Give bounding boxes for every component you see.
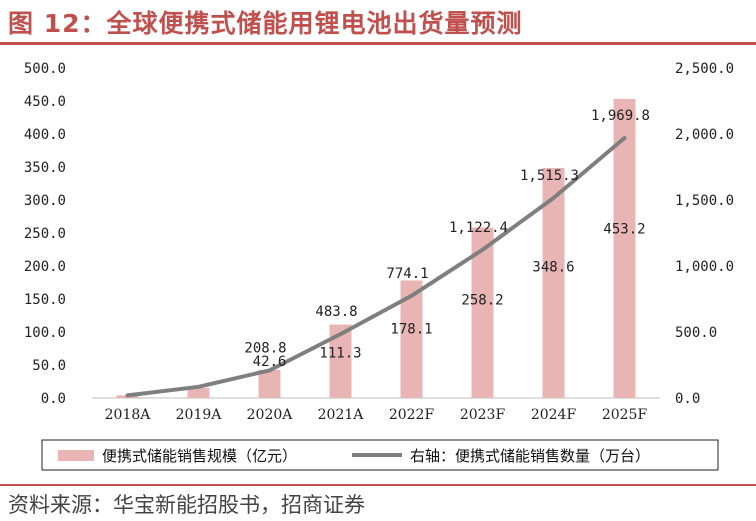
legend-line-label: 右轴：便携式储能销售数量（万台） <box>410 447 650 465</box>
bar-2024F <box>542 167 565 398</box>
legend-bar-swatch <box>58 450 94 461</box>
left-tick-label: 100.0 <box>24 325 66 341</box>
line-value-label: 483.8 <box>315 304 357 320</box>
category-label: 2024F <box>531 407 577 423</box>
line-series <box>125 136 627 398</box>
left-tick-label: 250.0 <box>24 226 66 242</box>
bar-value-label: 348.6 <box>532 259 574 275</box>
line-value-label: 774.1 <box>386 266 428 282</box>
footer-rule <box>0 484 756 486</box>
bar-value-label: 111.3 <box>319 346 361 362</box>
bar-value-label: 453.2 <box>603 221 645 237</box>
left-tick-label: 0.0 <box>41 391 66 407</box>
line-value-label: 1,515.3 <box>520 168 579 184</box>
left-tick-label: 400.0 <box>24 127 66 143</box>
bar-value-label: 42.6 <box>253 354 287 370</box>
left-tick-label: 450.0 <box>24 94 66 110</box>
left-tick-label: 350.0 <box>24 160 66 176</box>
right-tick-label: 1,500.0 <box>675 193 734 209</box>
left-tick-label: 300.0 <box>24 193 66 209</box>
quantity-line <box>125 136 627 398</box>
bar-value-label: 178.1 <box>390 321 432 337</box>
chart-area: 0.0 50.0 100.0 150.0 200.0 250.0 300.0 350.0 400… <box>24 61 734 471</box>
category-label: 2022F <box>389 407 435 423</box>
bar-2020A <box>258 369 281 398</box>
right-tick-label: 0.0 <box>675 391 700 407</box>
right-tick-label: 2,500.0 <box>675 61 734 77</box>
legend: 便携式储能销售规模（亿元） 右轴：便携式储能销售数量（万台） <box>41 439 719 471</box>
category-label: 2021A <box>318 407 365 423</box>
bar-2021A <box>329 324 352 398</box>
bar-2019A <box>187 388 210 398</box>
category-label: 2020A <box>247 407 294 423</box>
bar-2022F <box>400 280 423 398</box>
left-axis: 0.0 50.0 100.0 150.0 200.0 250.0 300.0 350.0 400… <box>24 61 66 407</box>
data-labels: 42.6 111.3 178.1 258.2 348.6 453.2 208.8 483.8 7… <box>244 108 650 370</box>
right-tick-label: 2,000.0 <box>675 127 734 143</box>
left-tick-label: 50.0 <box>32 358 66 374</box>
left-tick-label: 200.0 <box>24 259 66 275</box>
right-axis: 0.0 500.0 1,000.0 1,500.0 2,000.0 2,500.0 <box>675 61 734 407</box>
title-rule <box>0 42 756 45</box>
category-labels: 2018A 2019A 2020A 2021A 2022F 2023F 2024F 2025F <box>105 407 648 423</box>
legend-box <box>41 439 719 471</box>
bar-value-label: 258.2 <box>461 292 503 308</box>
legend-bar-label: 便携式储能销售规模（亿元） <box>102 447 297 465</box>
category-label: 2019A <box>176 407 223 423</box>
line-value-label: 1,969.8 <box>591 108 650 124</box>
category-label: 2023F <box>460 407 506 423</box>
line-value-label: 1,122.4 <box>449 220 508 236</box>
bar-2025F <box>613 98 636 398</box>
bar-2023F <box>471 227 494 398</box>
left-tick-label: 500.0 <box>24 61 66 77</box>
category-label: 2018A <box>105 407 152 423</box>
chart-title: 图 12：全球便携式储能用锂电池出货量预测 <box>8 9 523 38</box>
left-tick-label: 150.0 <box>24 292 66 308</box>
line-value-label: 208.8 <box>244 340 286 356</box>
bar-series <box>116 98 636 398</box>
category-label: 2025F <box>602 407 648 423</box>
right-tick-label: 500.0 <box>675 325 717 341</box>
source-note: 资料来源：华宝新能招股书，招商证券 <box>8 493 365 517</box>
right-tick-label: 1,000.0 <box>675 259 734 275</box>
